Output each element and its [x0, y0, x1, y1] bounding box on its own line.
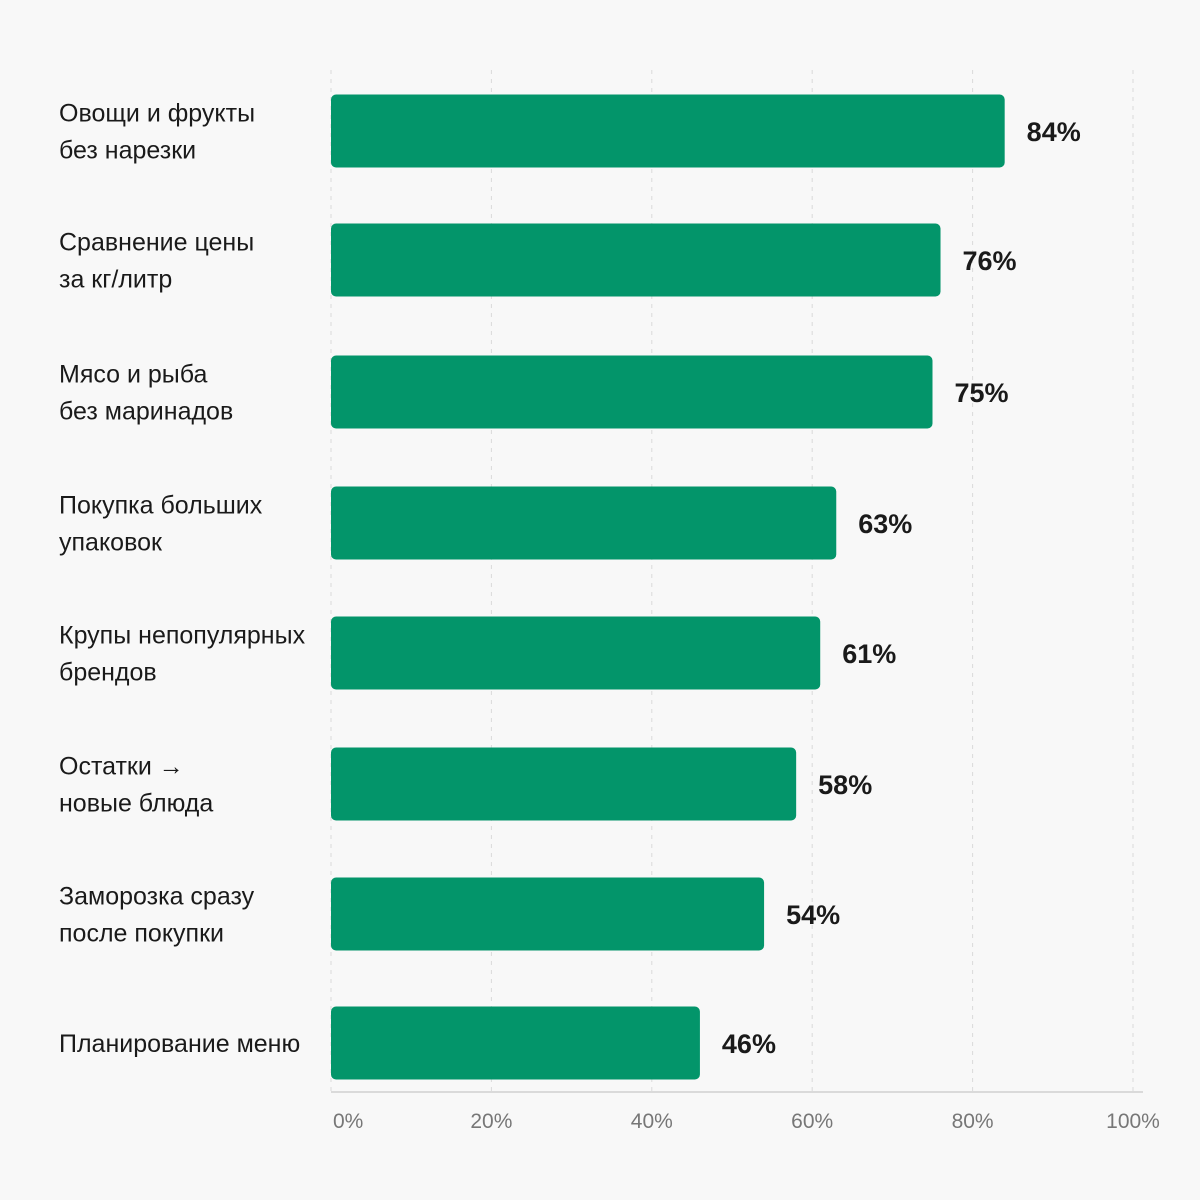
category-label: Овощи и фрукты без нарезки: [59, 100, 255, 165]
category-label-line: новые блюда: [59, 790, 213, 818]
bar: [331, 355, 933, 429]
bar: [331, 486, 837, 560]
category-label-line: без маринадов: [59, 398, 233, 426]
bar: [331, 747, 797, 821]
bar: [331, 616, 821, 690]
value-label: 54%: [786, 900, 840, 930]
category-label-line: Покупка больших: [59, 492, 263, 520]
category-label: Остатки → новые блюда: [59, 753, 213, 818]
x-tick-label: 60%: [791, 1110, 833, 1133]
category-label-line: Овощи и фрукты: [59, 100, 255, 128]
bar: [331, 94, 1005, 168]
category-label-line: Заморозка сразу: [59, 883, 255, 911]
category-label-line: после покупки: [59, 920, 224, 948]
bars: [331, 94, 1005, 1080]
category-label: Заморозка сразу после покупки: [59, 883, 255, 948]
x-tick-label: 100%: [1106, 1110, 1160, 1133]
value-label: 76%: [963, 246, 1017, 276]
category-label: Мясо и рыба без маринадов: [59, 361, 233, 426]
category-label-line: Остатки →: [59, 753, 184, 781]
bar: [331, 877, 765, 951]
category-label-line: Сравнение цены: [59, 229, 254, 257]
category-label: Сравнение цены за кг/литр: [59, 229, 254, 294]
bar: [331, 223, 941, 297]
category-label: Планирование меню: [59, 1030, 300, 1058]
category-label-line: за кг/литр: [59, 266, 172, 294]
x-axis: 0% 20% 40% 60% 80% 100%: [331, 1091, 1160, 1133]
category-labels: Овощи и фрукты без нарезки Сравнение цены з…: [59, 100, 306, 1059]
value-label: 58%: [818, 770, 872, 800]
x-tick-label: 40%: [631, 1110, 673, 1133]
category-label-line: Мясо и рыба: [59, 361, 208, 389]
category-label: Покупка больших упаковок: [59, 492, 263, 557]
value-label: 63%: [858, 509, 912, 539]
value-label: 46%: [722, 1029, 776, 1059]
value-label: 84%: [1027, 117, 1081, 147]
x-tick-label: 20%: [470, 1110, 512, 1133]
x-tick-label: 0%: [333, 1110, 363, 1133]
category-label-line: Планирование меню: [59, 1030, 300, 1058]
value-label: 61%: [842, 639, 896, 669]
category-label-line: Крупы непопулярных: [59, 622, 306, 650]
value-labels: 84% 76% 75% 63% 61% 58% 54% 46%: [722, 117, 1081, 1059]
category-label-line: без нарезки: [59, 137, 196, 165]
category-label-line: упаковок: [59, 529, 163, 557]
category-label: Крупы непопулярных брендов: [59, 622, 306, 687]
value-label: 75%: [955, 378, 1009, 408]
x-tick-label: 80%: [952, 1110, 994, 1133]
bar: [331, 1006, 700, 1080]
category-label-line: брендов: [59, 659, 157, 687]
